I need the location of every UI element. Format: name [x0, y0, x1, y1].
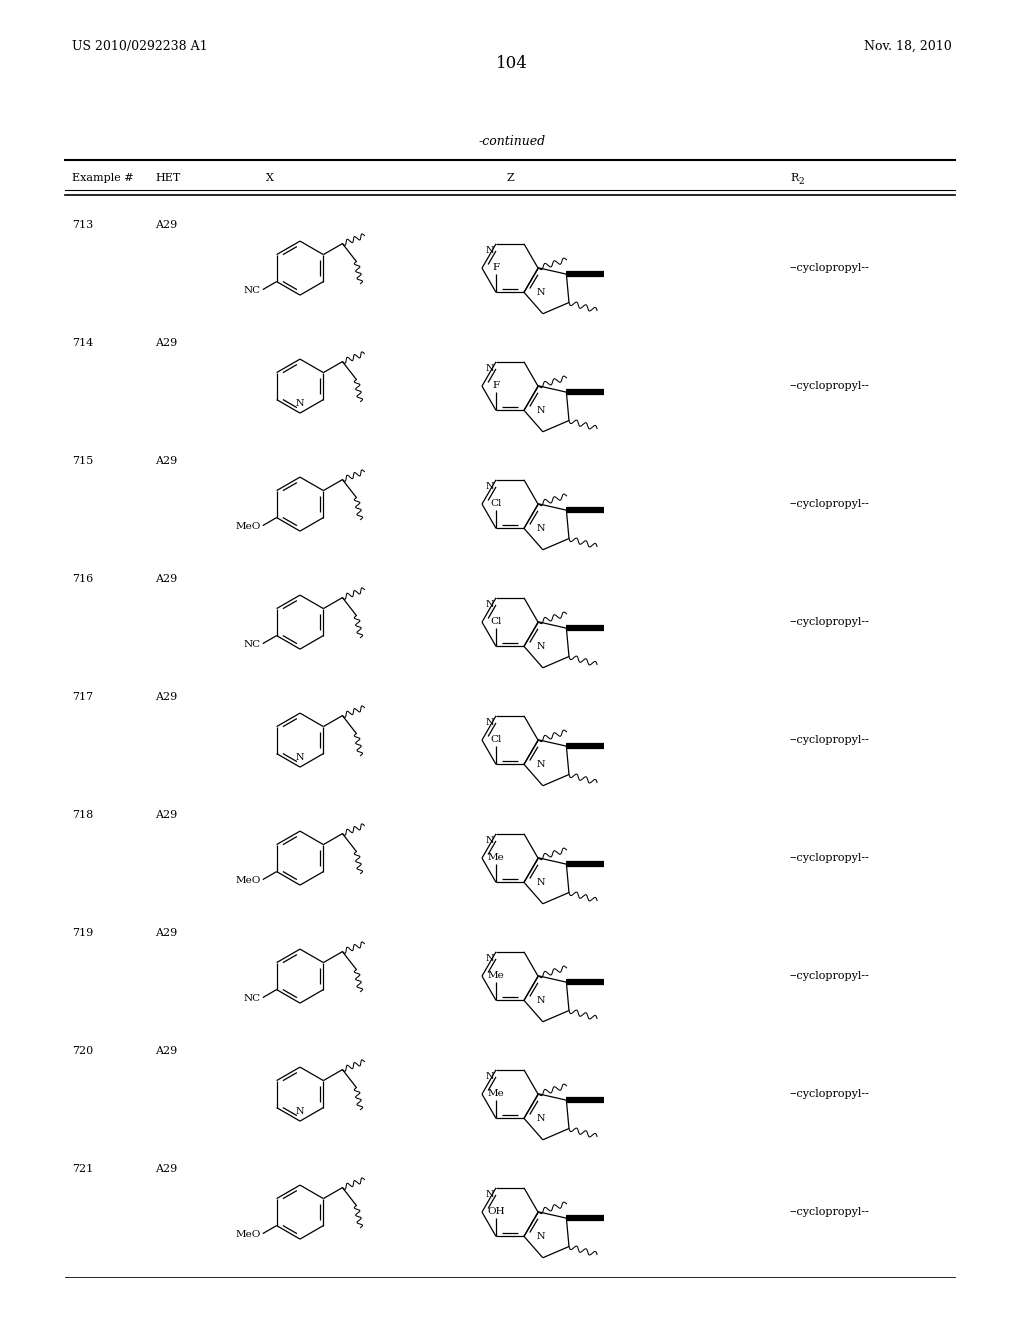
Text: --cyclopropyl--: --cyclopropyl-- [790, 263, 869, 273]
Text: Cl: Cl [490, 618, 502, 627]
Text: A29: A29 [155, 1045, 177, 1056]
Text: N: N [485, 718, 494, 727]
Text: N: N [537, 524, 545, 533]
Text: OH: OH [487, 1208, 505, 1216]
Text: --cyclopropyl--: --cyclopropyl-- [790, 1089, 869, 1100]
Text: N: N [296, 1107, 304, 1117]
Text: MeO: MeO [236, 1230, 261, 1239]
Text: Nov. 18, 2010: Nov. 18, 2010 [864, 40, 952, 53]
Text: Cl: Cl [490, 499, 502, 508]
Text: Example #: Example # [72, 173, 133, 183]
Text: Cl: Cl [490, 735, 502, 744]
Text: HET: HET [155, 173, 180, 183]
Text: 716: 716 [72, 574, 93, 583]
Text: Me: Me [487, 1089, 505, 1098]
Text: 720: 720 [72, 1045, 93, 1056]
Text: X: X [266, 173, 274, 183]
Text: N: N [537, 1114, 545, 1122]
Text: 2: 2 [798, 177, 804, 186]
Text: NC: NC [244, 994, 261, 1003]
Text: MeO: MeO [236, 523, 261, 531]
Text: 721: 721 [72, 1164, 93, 1173]
Text: N: N [296, 754, 304, 762]
Text: F: F [493, 381, 500, 391]
Text: N: N [485, 482, 494, 491]
Text: N: N [296, 399, 304, 408]
Text: N: N [537, 995, 545, 1005]
Text: 714: 714 [72, 338, 93, 348]
Text: US 2010/0292238 A1: US 2010/0292238 A1 [72, 40, 208, 53]
Text: A29: A29 [155, 455, 177, 466]
Text: N: N [537, 1232, 545, 1241]
Text: N: N [485, 1189, 494, 1199]
Text: --cyclopropyl--: --cyclopropyl-- [790, 381, 869, 391]
Text: --cyclopropyl--: --cyclopropyl-- [790, 499, 869, 510]
Text: --cyclopropyl--: --cyclopropyl-- [790, 1206, 869, 1217]
Text: N: N [537, 878, 545, 887]
Text: A29: A29 [155, 928, 177, 939]
Text: 715: 715 [72, 455, 93, 466]
Text: F: F [493, 264, 500, 272]
Text: A29: A29 [155, 338, 177, 348]
Text: A29: A29 [155, 692, 177, 702]
Text: N: N [485, 599, 494, 609]
Text: 713: 713 [72, 220, 93, 230]
Text: 717: 717 [72, 692, 93, 702]
Text: --cyclopropyl--: --cyclopropyl-- [790, 972, 869, 981]
Text: A29: A29 [155, 574, 177, 583]
Text: N: N [537, 642, 545, 651]
Text: --cyclopropyl--: --cyclopropyl-- [790, 735, 869, 744]
Text: MeO: MeO [236, 876, 261, 886]
Text: --cyclopropyl--: --cyclopropyl-- [790, 618, 869, 627]
Text: Me: Me [487, 972, 505, 981]
Text: N: N [485, 836, 494, 845]
Text: 104: 104 [496, 55, 528, 73]
Text: N: N [537, 288, 545, 297]
Text: A29: A29 [155, 1164, 177, 1173]
Text: N: N [485, 246, 494, 255]
Text: NC: NC [244, 640, 261, 649]
Text: N: N [485, 364, 494, 372]
Text: NC: NC [244, 286, 261, 296]
Text: N: N [485, 1072, 494, 1081]
Text: 718: 718 [72, 810, 93, 820]
Text: 719: 719 [72, 928, 93, 939]
Text: A29: A29 [155, 810, 177, 820]
Text: --cyclopropyl--: --cyclopropyl-- [790, 853, 869, 863]
Text: N: N [537, 405, 545, 414]
Text: Me: Me [487, 853, 505, 862]
Text: A29: A29 [155, 220, 177, 230]
Text: N: N [537, 759, 545, 768]
Text: -continued: -continued [478, 135, 546, 148]
Text: R: R [790, 173, 799, 183]
Text: Z: Z [506, 173, 514, 183]
Text: N: N [485, 954, 494, 962]
